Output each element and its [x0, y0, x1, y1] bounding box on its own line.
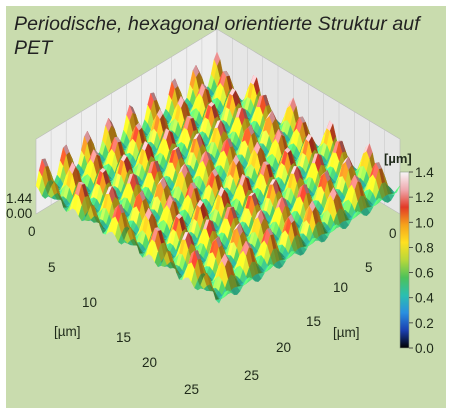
x-tick-20: 20	[142, 355, 157, 370]
z-tick-max: 1.44	[6, 191, 33, 206]
colorbar-tick-label: 0.8	[415, 240, 434, 255]
y-tick-20: 20	[276, 340, 291, 355]
x-axis: 0 5 10 15 20 25 [µm]	[28, 224, 199, 397]
surface-mesh	[35, 51, 401, 304]
x-tick-10: 10	[82, 295, 97, 310]
x-tick-0: 0	[28, 224, 36, 239]
chart-title: Periodische, hexagonal orientierte Struk…	[14, 13, 420, 59]
figure-panel: Periodische, hexagonal orientierte Struk…	[6, 6, 446, 408]
y-tick-25: 25	[244, 368, 259, 383]
colorbar-tick-label: 1.2	[415, 190, 434, 205]
colorbar: [µm] 1.4 1.2 1.0 0.8 0.6 0.4 0.2 0.0	[384, 151, 434, 356]
colorbar-tick-label: 1.0	[415, 215, 434, 230]
colorbar-tick-label: 0.6	[415, 266, 434, 281]
y-tick-5: 5	[365, 260, 373, 275]
x-tick-5: 5	[48, 260, 56, 275]
y-tick-15: 15	[306, 314, 321, 329]
y-axis: 0 5 10 15 20 25 [µm]	[244, 226, 397, 383]
colorbar-tick-label: 0.4	[415, 291, 434, 306]
x-tick-15: 15	[116, 330, 131, 345]
colorbar-tick-label: 0.0	[415, 341, 434, 356]
surface-plot: 0 5 10 15 20 25 [µm] 0 5 10 15 20 25 [µm…	[6, 28, 434, 397]
colorbar-tick-label: 1.4	[415, 165, 434, 180]
colorbar-title: [µm]	[384, 151, 412, 166]
x-axis-label: [µm]	[54, 324, 81, 339]
colorbar-tick-label: 0.2	[415, 316, 434, 331]
colorbar-bar	[399, 171, 410, 349]
x-tick-25: 25	[184, 382, 199, 397]
y-axis-label: [µm]	[333, 325, 360, 340]
z-tick-min: 0.00	[6, 206, 32, 221]
y-tick-10: 10	[333, 280, 348, 295]
y-tick-0: 0	[389, 226, 397, 241]
z-axis: 1.44 0.00	[6, 191, 33, 221]
